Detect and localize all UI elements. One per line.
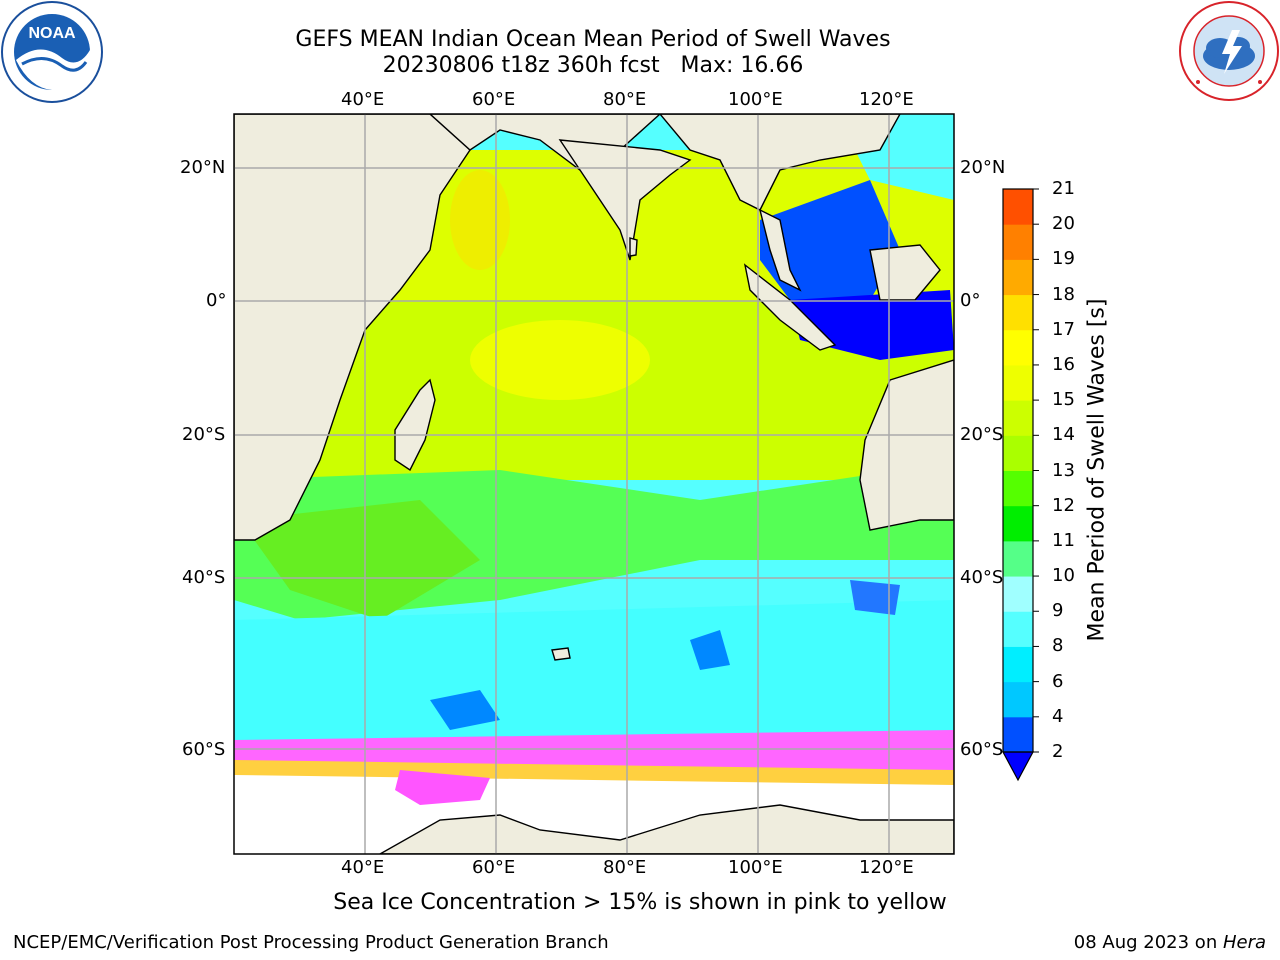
colorbar-level-label: 12 <box>1052 494 1075 516</box>
colorbar-level-label: 4 <box>1052 705 1064 727</box>
footer-date-text: 08 Aug 2023 on <box>1073 932 1223 953</box>
lon-tick-top-40: 40°E <box>341 89 385 110</box>
colorbar-level-label: 21 <box>1052 178 1075 199</box>
colorbar-swatch <box>1003 364 1033 401</box>
chart-subtitle: 20230806 t18z 360h fcst Max: 16.66 <box>382 53 804 78</box>
footer-date: 08 Aug 2023 on Hera <box>1074 932 1266 953</box>
colorbar-level-label: 10 <box>1052 565 1075 587</box>
colorbar-swatch <box>1003 435 1033 471</box>
lon-tick-bottom-120: 120°E <box>859 857 914 878</box>
map-field <box>234 114 954 854</box>
sea-ice-note-text: Sea Ice Concentration > 15% is shown in … <box>333 890 947 915</box>
nws-logo-icon <box>1179 1 1279 101</box>
lon-tick-top-100: 100°E <box>728 89 783 110</box>
colorbar-level-label: 11 <box>1052 529 1075 551</box>
chart-title: GEFS MEAN Indian Ocean Mean Period of Sw… <box>295 27 891 52</box>
colorbar-level-label: 9 <box>1052 600 1064 622</box>
lat-tick-right-0: 0° <box>960 290 981 311</box>
colorbar-level-label: 19 <box>1052 248 1075 270</box>
colorbar-level-label: 15 <box>1052 389 1075 411</box>
noaa-logo-icon: NOAA <box>1 1 103 103</box>
footer-credit: NCEP/EMC/Verification Post Processing Pr… <box>13 932 609 953</box>
lon-tick-bottom-40: 40°E <box>341 857 385 878</box>
colorbar-swatch <box>1003 470 1033 507</box>
noaa-logo-text: NOAA <box>28 25 76 42</box>
colorbar-title: Mean Period of Swell Waves [s] <box>1084 298 1110 642</box>
lon-tick-bottom-60: 60°E <box>472 857 516 878</box>
lon-tick-bottom-80: 80°E <box>603 857 647 878</box>
colorbar-swatch <box>1003 189 1033 225</box>
colorbar-swatch <box>1003 294 1033 331</box>
colorbar-level-label: 8 <box>1052 635 1064 657</box>
colorbar-level-label: 18 <box>1052 283 1075 305</box>
lon-tick-bottom-100: 100°E <box>728 857 783 878</box>
map-frame <box>233 113 955 855</box>
lat-tick-left-60s: 60°S <box>182 739 226 760</box>
colorbar-level-label: 6 <box>1052 670 1064 692</box>
colorbar-swatch <box>1003 329 1033 366</box>
lon-tick-top-60: 60°E <box>472 89 516 110</box>
colorbar-level-label: 14 <box>1052 424 1075 446</box>
lat-tick-right-60s: 60°S <box>960 739 1004 760</box>
colorbar-level-label: 17 <box>1052 318 1075 340</box>
sea-ice-note: Sea Ice Concentration > 15% is shown in … <box>0 890 1280 915</box>
colorbar <box>1001 188 1039 782</box>
colorbar-swatch <box>1003 224 1033 260</box>
colorbar-swatch <box>1003 505 1033 542</box>
lat-tick-left-40s: 40°S <box>182 567 226 588</box>
colorbar-swatch <box>1003 681 1033 718</box>
colorbar-swatch <box>1003 540 1033 577</box>
colorbar-level-label: 2 <box>1052 741 1064 762</box>
colorbar-swatch <box>1003 400 1033 436</box>
swell-indonesia <box>760 180 900 300</box>
colorbar-swatch <box>1003 259 1033 296</box>
colorbar-swatch <box>1003 716 1033 753</box>
lat-tick-left-20n: 20°N <box>180 157 226 178</box>
land-masses <box>234 114 954 854</box>
colorbar-swatch <box>1003 611 1033 647</box>
colorbar-swatch <box>1003 646 1033 683</box>
colorbar-level-label: 16 <box>1052 353 1075 375</box>
lat-tick-right-40s: 40°S <box>960 567 1004 588</box>
lat-tick-right-20s: 20°S <box>960 424 1004 445</box>
colorbar-swatch <box>1003 576 1033 612</box>
lat-tick-right-20n: 20°N <box>960 157 1006 178</box>
map-gridlines <box>234 114 954 854</box>
colorbar-level-label: 20 <box>1052 213 1075 235</box>
colorbar-underflow-arrow <box>1001 751 1035 782</box>
colorbar-level-label: 13 <box>1052 459 1075 481</box>
lon-tick-top-80: 80°E <box>603 89 647 110</box>
lat-tick-left-0: 0° <box>206 290 227 311</box>
lat-tick-left-20s: 20°S <box>182 424 226 445</box>
footer-host: Hera <box>1222 932 1266 953</box>
swell-band-southern <box>234 600 954 740</box>
lon-tick-top-120: 120°E <box>859 89 914 110</box>
